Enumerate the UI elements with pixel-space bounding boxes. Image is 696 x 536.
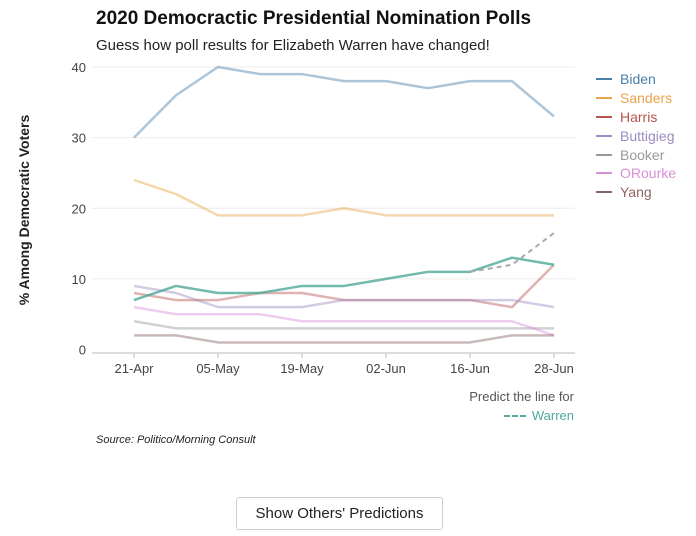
legend-swatch <box>596 191 612 194</box>
legend-item-booker: Booker <box>596 145 676 164</box>
y-tick-label: 10 <box>72 272 86 287</box>
legend-swatch <box>596 97 612 100</box>
legend-label: Sanders <box>620 90 673 107</box>
legend-swatch <box>596 78 612 81</box>
warren-prediction-line[interactable] <box>469 232 555 273</box>
series-line-warren <box>133 256 555 302</box>
x-tick-label: 19-May <box>280 361 324 376</box>
legend-item-buttigieg: Buttigieg <box>596 126 676 145</box>
series-line-yang <box>134 334 554 344</box>
x-tick-label: 21-Apr <box>114 361 154 376</box>
warren-lines <box>133 232 555 302</box>
series-lines <box>133 65 555 344</box>
predict-series-name: Warren <box>531 408 574 423</box>
legend-label: Yang <box>620 184 652 201</box>
y-tick-label: 40 <box>72 60 86 75</box>
legend-label: Buttigieg <box>620 127 675 144</box>
y-tick-label: 30 <box>72 131 86 146</box>
legend-item-sanders: Sanders <box>596 89 676 108</box>
predict-panel: Predict the line for Warren <box>469 387 574 425</box>
legend-swatch <box>596 134 612 137</box>
legend-item-orourke: ORourke <box>596 164 676 183</box>
legend-swatch <box>596 172 612 175</box>
grid-lines <box>92 66 575 280</box>
show-others-predictions-button[interactable]: Show Others' Predictions <box>236 497 443 530</box>
legend-swatch <box>596 153 612 156</box>
legend-item-biden: Biden <box>596 70 676 89</box>
y-tick-label: 20 <box>72 201 86 216</box>
legend-label: Harris <box>620 108 658 125</box>
y-tick-labels: 0 10 20 30 40 <box>72 60 86 358</box>
predict-legend: Warren <box>469 406 574 425</box>
x-tick-label: 05-May <box>196 361 240 376</box>
predict-label: Predict the line for <box>469 389 574 404</box>
dashed-line-icon <box>503 414 526 417</box>
source-note: Source: Politico/Morning Consult <box>96 434 256 446</box>
series-line-harris <box>133 263 555 309</box>
x-tick-label: 02-Jun <box>366 361 406 376</box>
x-tick-label: 28-Jun <box>534 361 574 376</box>
x-axis: 21-Apr 05-May 19-May 02-Jun 16-Jun 28-Jun <box>92 352 575 376</box>
series-line-booker <box>133 320 554 330</box>
chart-subtitle: Guess how poll results for Elizabeth War… <box>96 37 490 54</box>
series-line-biden <box>133 65 555 139</box>
legend-item-harris: Harris <box>596 108 676 127</box>
legend-item-yang: Yang <box>596 183 676 202</box>
series-line-sanders <box>133 178 554 217</box>
legend-label: Booker <box>620 146 665 163</box>
series-line-orourke <box>133 305 555 337</box>
chart-title: 2020 Democractic Presidential Nomination… <box>96 8 532 29</box>
series-line-buttigieg <box>133 284 555 309</box>
legend-label: ORourke <box>620 165 677 182</box>
legend-swatch <box>596 115 612 118</box>
y-tick-label: 0 <box>79 343 86 358</box>
legend-label: Biden <box>620 71 656 88</box>
x-tick-label: 16-Jun <box>450 361 490 376</box>
legend: Biden Sanders Harris Buttigieg Booker ORourke… <box>596 70 676 202</box>
